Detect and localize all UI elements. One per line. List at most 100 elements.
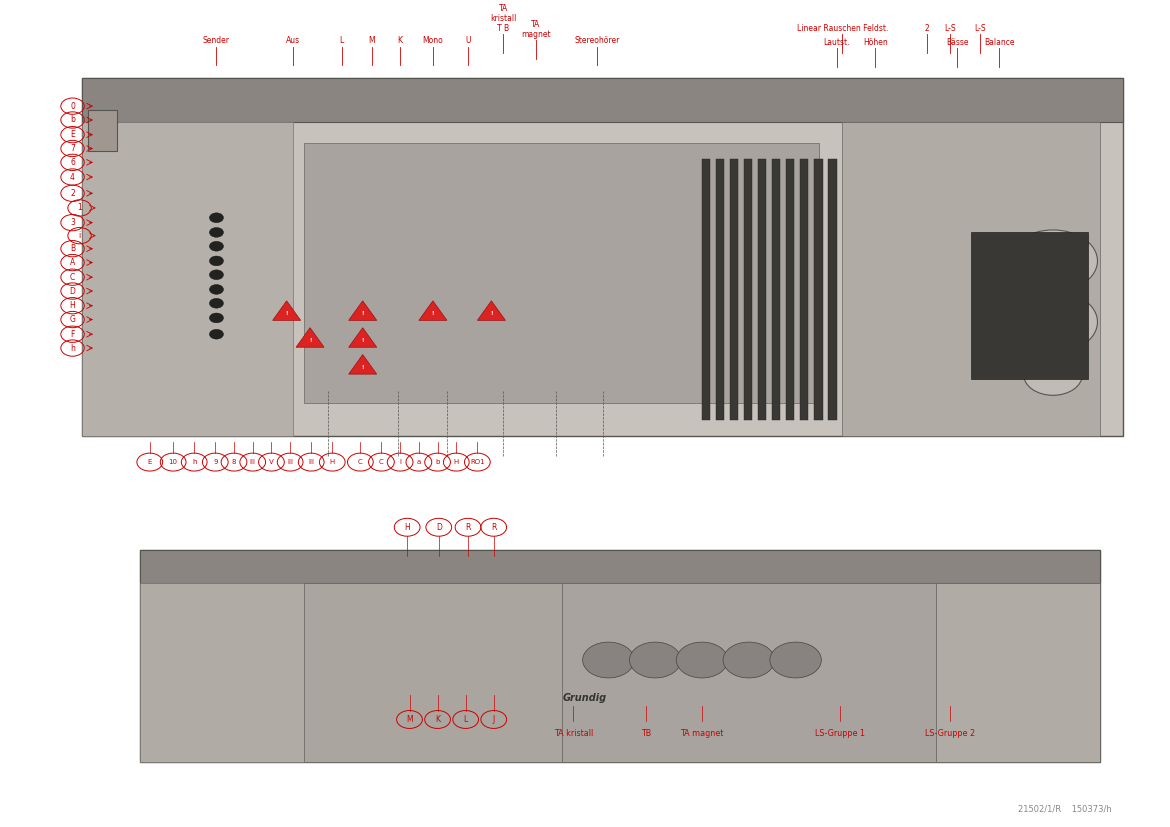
Text: b: b [435,459,440,465]
Text: D: D [69,286,76,295]
Circle shape [629,642,681,678]
Text: a: a [417,459,421,465]
Text: I: I [399,459,401,465]
Text: !: ! [432,311,434,317]
Text: 6: 6 [70,158,75,167]
Text: LS-Gruppe 1: LS-Gruppe 1 [815,729,865,739]
Circle shape [723,642,775,678]
Text: 21502/1/R    150373/h: 21502/1/R 150373/h [1018,805,1112,814]
Bar [842,122,1100,436]
Text: III: III [287,459,294,465]
Bar [758,159,766,420]
Circle shape [209,329,223,339]
Text: D: D [435,523,442,532]
Bar [562,583,936,762]
Text: R: R [491,523,496,532]
Text: K: K [435,715,440,724]
Text: TA kristall: TA kristall [553,729,593,739]
Bar [716,159,724,420]
Text: E: E [70,130,75,139]
Circle shape [770,642,821,678]
Text: L: L [463,715,468,724]
Circle shape [209,256,223,265]
Text: V: V [269,459,274,465]
Text: i: i [78,232,81,240]
Text: H: H [70,301,75,310]
Bar [744,159,752,420]
Circle shape [1009,230,1097,292]
Bar [304,143,819,404]
Text: !: ! [362,365,364,370]
Polygon shape [349,301,377,320]
Text: K: K [398,36,402,45]
Text: RO1: RO1 [470,459,484,465]
Text: Höhen: Höhen [862,38,888,46]
Bar [786,159,794,420]
Circle shape [1009,291,1097,353]
Text: III: III [308,459,315,465]
Text: J: J [493,715,495,724]
Text: 2: 2 [70,189,75,198]
Circle shape [209,270,223,280]
Text: M: M [406,715,413,724]
Text: E: E [147,459,152,465]
Text: h: h [192,459,197,465]
Text: 7: 7 [70,144,75,153]
Text: Sender: Sender [202,36,230,45]
Text: TB: TB [641,729,651,739]
Text: L-S: L-S [975,24,986,33]
Text: !: ! [362,311,364,317]
Bar [88,110,117,151]
Text: A: A [70,258,75,267]
Circle shape [209,284,223,294]
Text: 4: 4 [70,173,75,181]
Text: !: ! [362,338,364,343]
Text: TA
kristall
T B: TA kristall T B [490,4,516,33]
Bar [82,78,1123,122]
Text: H: H [405,523,410,532]
Circle shape [209,213,223,222]
Bar [140,583,304,762]
Text: Lautst.: Lautst. [824,38,849,46]
Polygon shape [419,301,447,320]
Text: !: ! [285,311,288,317]
Text: H: H [454,459,459,465]
Bar [730,159,738,420]
Polygon shape [349,355,377,374]
Text: Aus: Aus [285,36,300,45]
Circle shape [209,241,223,251]
Polygon shape [477,301,505,320]
Text: 2: 2 [924,24,929,33]
Text: !: ! [309,338,311,343]
Text: L: L [339,36,344,45]
Text: R: R [466,523,470,532]
Bar [772,159,780,420]
Polygon shape [296,327,324,347]
Bar [82,122,292,436]
Text: LS-Gruppe 2: LS-Gruppe 2 [925,729,975,739]
Bar [304,583,562,762]
Text: B: B [70,244,75,253]
Bar [800,159,808,420]
Text: C: C [358,459,363,465]
Text: 3: 3 [70,218,75,227]
Bar [140,550,1100,583]
Circle shape [209,313,223,323]
Text: TA
magnet: TA magnet [521,20,551,39]
Text: 9: 9 [213,459,218,465]
Text: C: C [70,273,75,282]
Polygon shape [273,301,301,320]
Text: !: ! [490,311,493,317]
Bar [814,159,823,420]
Bar [828,159,837,420]
Text: M: M [369,36,376,45]
Text: III: III [249,459,256,465]
Text: 1: 1 [77,203,82,213]
Circle shape [1024,355,1082,395]
Text: Mono: Mono [422,36,443,45]
Circle shape [209,299,223,308]
Text: 8: 8 [232,459,236,465]
Text: C: C [379,459,384,465]
Circle shape [676,642,728,678]
Circle shape [583,642,634,678]
